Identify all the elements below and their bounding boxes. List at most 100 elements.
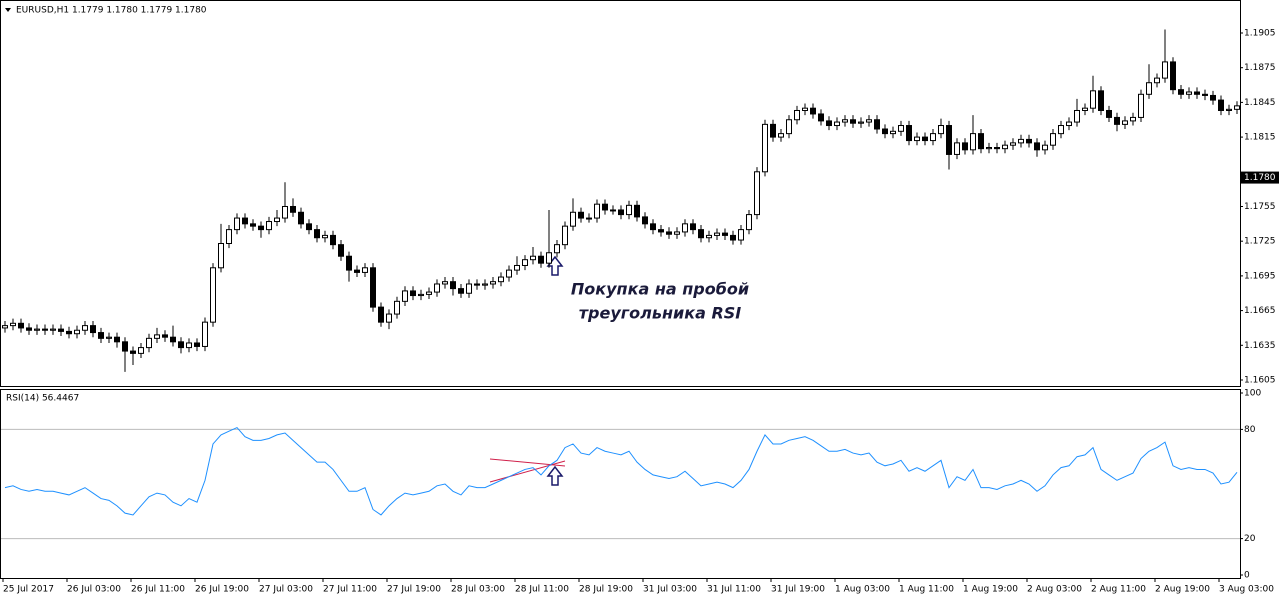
candle-body	[762, 123, 768, 173]
candle-body	[314, 229, 320, 239]
candle-body	[1010, 142, 1016, 146]
candle-body	[98, 332, 104, 339]
candle-body	[1122, 120, 1128, 125]
candle-body	[402, 290, 408, 302]
candle-body	[954, 142, 960, 155]
candle-body	[866, 119, 872, 123]
candle-body	[1210, 94, 1216, 101]
candle-body	[370, 267, 376, 308]
candle-body	[114, 336, 120, 343]
y-tick-label: 1.1905	[1244, 28, 1276, 38]
candle-body	[810, 107, 816, 115]
candle-body	[226, 229, 232, 245]
candle-body	[914, 136, 920, 142]
y-tick-label: 1.1845	[1244, 98, 1276, 108]
candle-body	[890, 130, 896, 135]
candle-body	[786, 119, 792, 135]
current-price-label: 1.1780	[1244, 173, 1276, 183]
candle-body	[482, 283, 488, 286]
candle-body	[26, 327, 32, 331]
price-title: EURUSD,H1 1.1779 1.1780 1.1779 1.1780	[16, 6, 207, 16]
candle-body	[874, 119, 880, 130]
candle-body	[274, 217, 280, 223]
candle-body	[58, 328, 64, 332]
rsi-line	[4, 426, 1238, 516]
candle-body	[1090, 90, 1096, 109]
candle-body	[106, 336, 112, 339]
x-tick-label: 27 Jul 19:00	[387, 585, 441, 595]
candle-body	[778, 133, 784, 138]
candle-body	[826, 120, 832, 127]
candle-body	[194, 342, 200, 347]
y-tick-label: 80	[1244, 425, 1256, 435]
candle-body	[282, 205, 288, 219]
candle-body	[178, 341, 184, 349]
candle-body	[538, 255, 544, 264]
candle-body	[394, 300, 400, 315]
candle-body	[50, 328, 56, 331]
y-tick-label: 100	[1244, 389, 1261, 399]
price-panel	[0, 0, 1241, 387]
candle-body	[834, 121, 840, 127]
candle-body	[690, 223, 696, 231]
candle-body	[882, 128, 888, 135]
annotation: Покупка на пробой	[571, 280, 749, 299]
candle-body	[570, 211, 576, 227]
candle-body	[970, 133, 976, 151]
candle-body	[490, 281, 496, 285]
candle-body	[842, 119, 848, 123]
candle-body	[562, 225, 568, 246]
candle-body	[530, 255, 536, 261]
candle-body	[722, 232, 728, 236]
y-tick-label: 1.1755	[1244, 202, 1276, 212]
candle-body	[66, 330, 72, 335]
candle-body	[738, 229, 744, 241]
x-tick-label: 31 Jul 19:00	[771, 585, 825, 595]
x-tick-label: 26 Jul 11:00	[131, 585, 185, 595]
candle-body	[10, 322, 16, 327]
candle-body	[946, 125, 952, 155]
candle-body	[362, 267, 368, 273]
candle-body	[626, 204, 632, 216]
candle-body	[170, 336, 176, 343]
candle-body	[706, 234, 712, 239]
y-tick-label: 1.1725	[1244, 237, 1276, 247]
candle-body	[1050, 133, 1056, 146]
candle-body	[850, 119, 856, 124]
x-tick-label: 28 Jul 19:00	[579, 585, 633, 595]
y-tick-label: 1.1665	[1244, 306, 1276, 316]
trend-line	[489, 460, 566, 483]
candle-body	[250, 223, 256, 227]
x-tick-label: 28 Jul 03:00	[451, 585, 505, 595]
candle-body	[666, 231, 672, 235]
candle-body	[474, 283, 480, 286]
candle-body	[1082, 107, 1088, 111]
plot: 1.1905 1.1875 1.1845 1.1815 1.1755 1.1725 1.16…	[1, 28, 1279, 595]
x-tick-label: 31 Jul 03:00	[643, 585, 697, 595]
candle-body	[1042, 144, 1048, 151]
candle-body	[266, 221, 272, 231]
candle-body	[186, 342, 192, 349]
candle-body	[1234, 105, 1240, 110]
candle-body	[930, 133, 936, 142]
y-tick-label: 1.1605	[1244, 375, 1276, 385]
candle-body	[306, 223, 312, 231]
candle-body	[698, 229, 704, 239]
candle-body	[74, 329, 80, 335]
candle-body	[818, 113, 824, 122]
candle-body	[754, 171, 760, 216]
candle-body	[714, 232, 720, 236]
candle-body	[386, 313, 392, 323]
candle-body	[994, 147, 1000, 150]
candle-body	[1170, 61, 1176, 91]
candle-body	[2, 325, 8, 329]
candle-body	[674, 231, 680, 235]
candle-body	[746, 214, 752, 231]
candle-body	[442, 281, 448, 285]
candle-body	[346, 255, 352, 271]
candle-body	[650, 223, 656, 231]
candle-body	[610, 209, 616, 212]
candle-body	[122, 341, 128, 352]
menu-triangle	[5, 8, 11, 12]
